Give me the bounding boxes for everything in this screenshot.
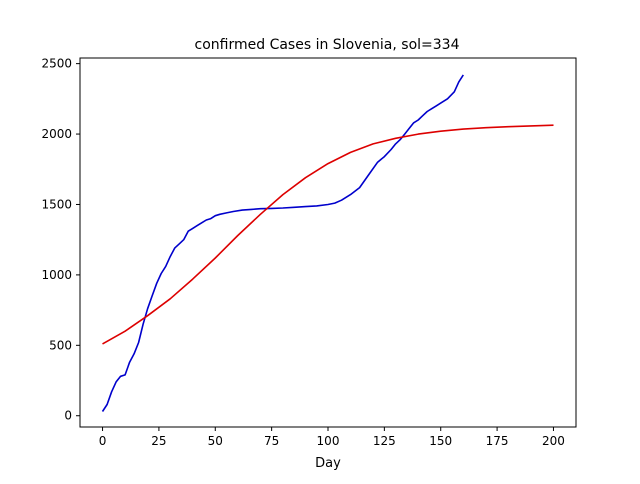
series-line-0 (101, 74, 464, 412)
x-tick-label: 200 (542, 434, 565, 448)
x-tick-label: 175 (486, 434, 509, 448)
plot-area-frame (79, 57, 577, 428)
y-tick-label: 1500 (41, 197, 72, 211)
x-axis: 0 25 50 75 100 125 150 175 200 (99, 427, 565, 448)
y-axis: 0 500 1000 1500 2000 2500 (41, 57, 80, 423)
x-tick-label: 50 (208, 434, 223, 448)
x-tick-label: 0 (99, 434, 107, 448)
x-tick-label: 100 (317, 434, 340, 448)
y-tick-label: 2500 (41, 57, 72, 71)
y-tick-label: 0 (64, 409, 72, 423)
x-tick-label: 75 (264, 434, 279, 448)
y-tick-label: 500 (49, 338, 72, 352)
x-tick-label: 25 (151, 434, 166, 448)
x-tick-label: 125 (373, 434, 396, 448)
y-tick-label: 2000 (41, 127, 72, 141)
y-tick-label: 1000 (41, 268, 72, 282)
x-axis-label: Day (315, 456, 341, 471)
series-line-1 (102, 124, 554, 345)
chart-title: confirmed Cases in Slovenia, sol=334 (195, 37, 460, 53)
series-layer (101, 74, 554, 412)
x-tick-label: 150 (429, 434, 452, 448)
